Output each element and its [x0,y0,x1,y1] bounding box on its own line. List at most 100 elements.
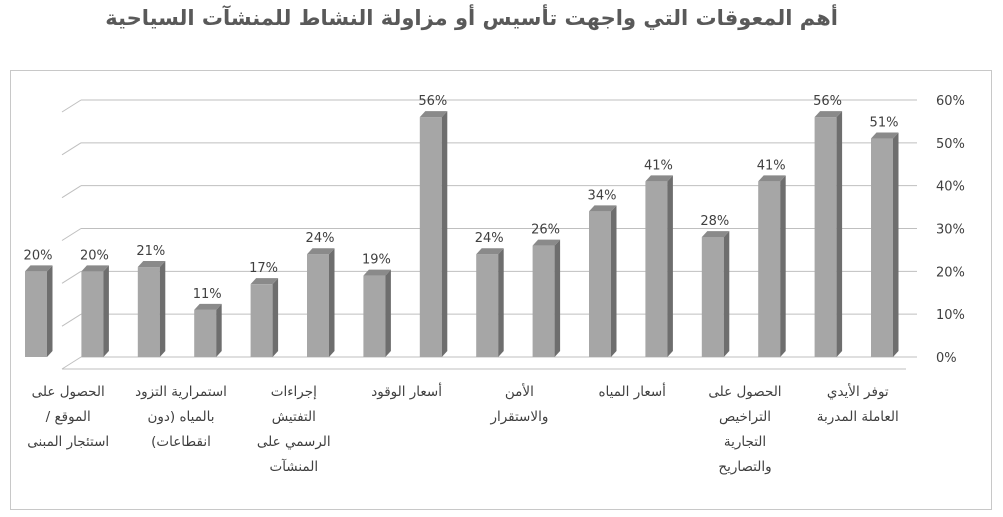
category-labels: توفر الأيدي العاملة المدربة الحصول على التر… [27,382,899,475]
category-label: استمرارية التزود بالمياه (دون انقطاعات) [135,384,227,450]
bar-front [701,237,724,357]
bar-front [532,245,555,357]
data-label: 11% [193,287,222,302]
category-label: الأمن والاستقرار [489,383,548,425]
bar [25,265,53,357]
bar-front [194,309,217,357]
bar-top [871,132,899,139]
bar-top [307,248,335,255]
category-label-line: والاستقرار [489,409,548,425]
category-label-line: التجارية [724,434,766,450]
y-tick-label: 40% [936,180,965,195]
category-label-line: والتصاريح [718,459,771,475]
bar-top [137,261,166,268]
category-label-line: الأمن [505,383,534,400]
bar [194,303,222,357]
category-label: توفر الأيدي العاملة المدربة [817,383,899,425]
bar-top [701,231,730,238]
bar [307,248,335,357]
data-label: 51% [870,116,899,131]
bar-top [814,111,843,118]
bar-front [645,181,668,357]
bar-front [589,211,611,357]
bar-top [645,175,673,182]
bar-side [780,175,786,357]
gridline-depth [61,185,82,199]
bar-front [419,117,442,357]
bar-side [272,278,279,357]
bar-side [893,132,899,357]
gridline-depth [61,356,82,370]
data-label: 17% [249,261,278,276]
y-tick-label: 30% [936,223,965,238]
bar-front [758,181,781,357]
category-label-line: بالمياه (دون [147,409,214,425]
y-tick-label: 60% [936,94,965,109]
data-label: 41% [757,158,786,173]
category-label-line: توفر الأيدي [827,383,889,400]
data-label: 24% [306,231,335,246]
bar-side [554,239,561,357]
data-label: 20% [80,248,109,263]
y-axis-ticks: 0% 10% 20% 30% 40% 50% 60% [936,94,965,366]
y-tick-label: 10% [936,308,965,323]
bar [645,175,673,357]
category-label-line: أسعار المياه [598,382,665,400]
bar-front [137,267,160,357]
chart-title: أهم المعوقات التي واجهت تأسيس أو مزاولة … [105,6,838,30]
category-label-line: التراخيص [719,409,771,425]
bar-top [81,265,109,272]
y-tick-label: 50% [936,137,965,152]
bar-front [871,138,893,357]
bar-side [498,248,504,357]
bar-side [441,111,448,357]
category-label-line: المنشآت [269,458,318,475]
bar-side [159,261,166,357]
bar [871,132,899,357]
category-label-line: الحصول على [32,384,105,400]
data-label: 34% [588,188,617,203]
category-label: الحصول على التراخيص التجارية والتصاريح [708,384,781,475]
bar [137,261,166,357]
category-label-line: الموقع / [46,409,91,425]
data-label: 56% [418,94,447,109]
bar [701,231,730,357]
bar-side [385,269,391,357]
bar-front [363,275,386,357]
data-label: 28% [700,214,729,229]
bar-side [611,205,617,357]
bar [81,265,109,357]
data-label: 56% [813,94,842,109]
bar [814,111,843,357]
bar-top [419,111,448,118]
bar-top [25,265,53,272]
bar [758,175,786,357]
bar-front [476,254,499,357]
category-label-line: استئجار المبنى [27,434,109,450]
bar-top [250,278,279,285]
bar-side [47,265,53,357]
category-label: إجراءات التفتيش الرسمي على المنشآت [257,384,331,475]
category-label: أسعار الوقود [371,382,442,400]
data-label: 19% [362,253,391,268]
bar-side [723,231,730,357]
category-label: أسعار المياه [598,382,665,400]
category-label-line: استمرارية التزود [135,384,227,400]
category-label-line: العاملة المدربة [817,409,899,425]
gridline-depth [61,270,82,284]
bar-top [476,248,504,255]
data-label: 26% [531,223,560,238]
bar-top [532,239,561,246]
bar [419,111,448,357]
category-label-line: التفتيش [272,409,316,425]
y-tick-label: 0% [936,351,957,366]
data-label: 20% [24,248,53,263]
category-label-line: الرسمي على [257,434,331,450]
gridline-depth [61,313,82,327]
gridline-depth [61,142,82,156]
bar-top [758,175,786,182]
data-label: 41% [644,158,673,173]
category-label-line: انقطاعات) [151,434,211,450]
data-label: 21% [136,244,165,259]
